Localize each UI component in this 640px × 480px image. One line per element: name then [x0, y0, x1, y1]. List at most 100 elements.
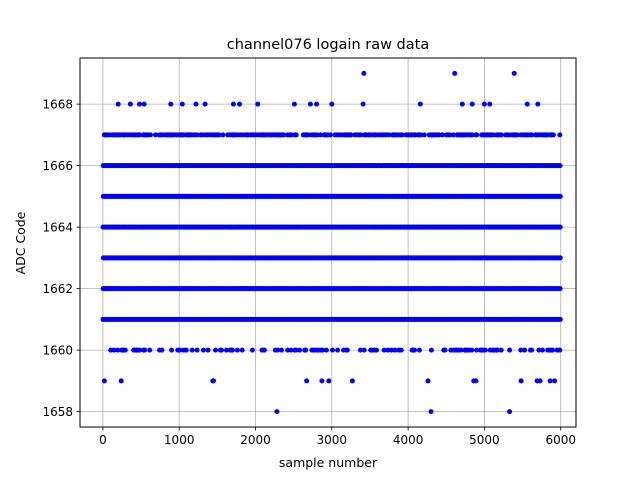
data-point — [524, 101, 530, 107]
data-point — [474, 347, 480, 353]
data-point — [153, 132, 158, 138]
x-tick-label: 4000 — [393, 433, 424, 447]
data-point — [557, 255, 563, 261]
data-point — [358, 347, 363, 353]
data-point — [326, 378, 332, 384]
data-point — [255, 101, 261, 107]
data-point — [281, 132, 287, 138]
data-point — [547, 378, 553, 384]
x-tick-label: 1000 — [164, 433, 195, 447]
data-point — [388, 347, 394, 353]
data-point — [317, 132, 323, 138]
data-point — [229, 347, 235, 353]
data-point — [213, 347, 218, 353]
data-point — [288, 132, 294, 138]
data-point — [494, 347, 500, 353]
data-point — [216, 132, 222, 138]
data-point — [557, 224, 563, 230]
data-point — [416, 347, 422, 353]
data-point — [361, 347, 367, 353]
data-point — [327, 132, 333, 138]
data-point — [307, 101, 313, 107]
data-point — [193, 101, 199, 107]
data-point — [418, 132, 424, 138]
y-tick-label: 1660 — [42, 343, 73, 357]
data-point — [101, 378, 107, 384]
data-point — [421, 132, 427, 138]
data-point — [518, 378, 524, 384]
data-point — [122, 347, 128, 353]
y-tick-label: 1662 — [42, 282, 73, 296]
data-point — [439, 132, 445, 138]
data-point — [137, 132, 143, 138]
data-point — [557, 347, 563, 353]
data-point — [147, 347, 153, 353]
data-point — [234, 347, 240, 353]
data-point — [293, 132, 299, 138]
data-point — [275, 347, 281, 353]
plot-frame — [79, 57, 577, 428]
data-point — [137, 101, 142, 107]
data-point — [200, 347, 206, 353]
data-point — [399, 132, 405, 138]
data-point — [529, 347, 535, 353]
data-point — [293, 347, 299, 353]
data-point — [320, 347, 326, 353]
data-point — [205, 347, 211, 353]
data-point — [194, 347, 200, 353]
data-point — [498, 347, 504, 353]
data-point — [177, 347, 183, 353]
data-point — [189, 347, 195, 353]
axis-ticks: 0 1000 2000 3000 4000 5000 6000 1658 1660 1662 166… — [42, 97, 576, 447]
data-point — [374, 347, 379, 353]
x-axis-label: sample number — [279, 455, 378, 470]
data-point — [425, 378, 431, 384]
data-point — [111, 347, 117, 353]
data-point — [536, 347, 542, 353]
data-point — [507, 409, 513, 415]
data-point — [303, 347, 309, 353]
y-tick-label: 1664 — [42, 220, 73, 234]
data-point — [159, 347, 165, 353]
x-tick-label: 6000 — [545, 433, 576, 447]
data-point — [168, 101, 174, 107]
data-point — [237, 101, 242, 107]
data-point — [314, 101, 320, 107]
y-tick-label: 1666 — [42, 159, 73, 173]
data-point — [412, 347, 417, 353]
data-point — [428, 347, 434, 353]
data-point — [417, 101, 423, 107]
data-point — [469, 132, 475, 138]
data-point — [385, 347, 391, 353]
data-point — [220, 132, 226, 138]
data-point — [474, 132, 480, 138]
chart-title: channel076 logain raw data — [227, 37, 429, 53]
data-point — [482, 347, 488, 353]
y-tick-label: 1658 — [42, 405, 73, 419]
data-point — [329, 101, 335, 107]
data-point — [469, 347, 475, 353]
data-point — [304, 378, 310, 384]
data-point — [118, 378, 124, 384]
data-point — [239, 347, 245, 353]
data-point — [224, 347, 229, 353]
data-point — [349, 378, 355, 384]
x-tick-label: 2000 — [240, 433, 271, 447]
data-point — [428, 409, 434, 415]
data-point — [557, 163, 563, 169]
data-point — [249, 347, 255, 353]
data-point — [386, 132, 392, 138]
data-point — [469, 101, 475, 107]
data-point — [115, 347, 121, 353]
y-tick-label: 1668 — [42, 97, 73, 111]
data-point — [319, 378, 325, 384]
data-point — [323, 347, 329, 353]
data-point — [514, 132, 520, 138]
data-point — [507, 347, 513, 353]
data-point — [481, 101, 487, 107]
data-point — [529, 132, 535, 138]
data-point — [557, 316, 563, 322]
data-point — [450, 132, 456, 138]
